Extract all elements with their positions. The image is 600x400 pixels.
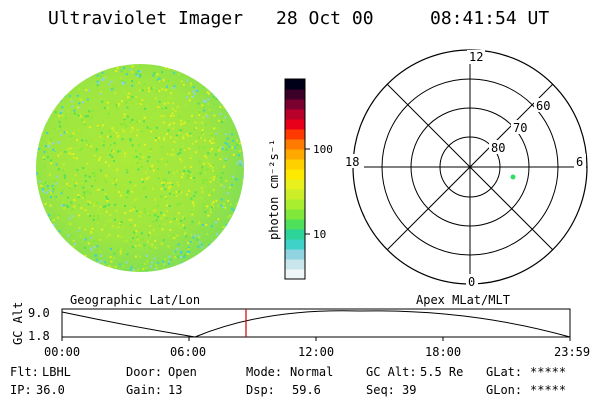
flt-label: Flt: [10,365,39,379]
colorbar-cells [285,79,305,280]
dsp-value: 59.6 [292,383,321,397]
ip-value: 36.0 [36,383,65,397]
colorbar-cell [285,259,305,270]
flt-value: LBHL [42,365,71,379]
date-label: 28 Oct 00 [276,8,374,29]
colorbar: 100 10 photon cm⁻²s⁻¹ [267,78,333,280]
altitude-y-top: 9.0 [28,306,50,320]
colorbar-tick-100: 100 [313,143,333,156]
polar-plot: 12 18 6 0 60 70 80 [344,49,588,289]
x-tick-2359: 23:59 [554,345,590,359]
colorbar-cell [285,149,305,160]
dsp-label: Dsp: [246,383,275,397]
colorbar-cell [285,139,305,150]
glat-label: GLat: [486,365,522,379]
colorbar-cell [285,229,305,240]
lat-label-80: 80 [491,141,505,155]
mode-label: Mode: [246,365,282,379]
lat-label-70: 70 [513,121,527,135]
colorbar-cell [285,119,305,130]
status-panel: Flt: LBHL IP: 36.0 Door: Open Gain: 13 M… [10,365,566,397]
glon-value: ***** [530,383,566,397]
lat-label-60: 60 [536,99,550,113]
x-tick-1800: 18:00 [425,345,461,359]
altitude-curve [61,310,571,338]
ip-label: IP: [10,383,32,397]
colorbar-cell [285,189,305,200]
x-tick-0000: 00:00 [44,345,80,359]
colorbar-cell [285,239,305,250]
gain-value: 13 [168,383,182,397]
glat-value: ***** [530,365,566,379]
colorbar-tick-10: 10 [313,228,326,241]
altitude-ylabel: GC Alt [11,302,25,345]
instrument-title: Ultraviolet Imager [48,8,243,29]
colorbar-cell [285,179,305,190]
door-value: Open [168,365,197,379]
colorbar-label: photon cm⁻²s⁻¹ [267,139,281,240]
altitude-y-bottom: 1.8 [28,329,50,343]
altitude-left-title: Geographic Lat/Lon [70,293,200,307]
colorbar-cell [285,169,305,180]
mlt-label-12: 12 [469,50,483,64]
seq-label: Seq: [366,383,395,397]
door-label: Door: [126,365,162,379]
gcalt-label: GC Alt: [366,365,417,379]
auroral-image [36,64,244,272]
spacecraft-point [510,174,516,180]
gcalt-value: 5.5 Re [420,365,463,379]
mlt-label-6: 6 [576,155,583,169]
colorbar-cell [285,199,305,210]
glon-label: GLon: [486,383,522,397]
x-tick-0600: 06:00 [170,345,206,359]
seq-value: 39 [402,383,416,397]
colorbar-cell [285,249,305,260]
colorbar-cell [285,219,305,230]
mlt-label-18: 18 [345,155,359,169]
mode-value: Normal [290,365,333,379]
colorbar-cell [285,159,305,170]
colorbar-cell [285,209,305,220]
colorbar-cell [285,99,305,110]
mlt-label-0: 0 [468,275,475,289]
time-label: 08:41:54 UT [430,8,549,29]
colorbar-cell [285,129,305,140]
altitude-plot: Geographic Lat/Lon Apex MLat/MLT GC Alt … [11,293,590,359]
colorbar-cell [285,109,305,120]
x-tick-1200: 12:00 [298,345,334,359]
colorbar-cell [285,269,305,280]
colorbar-cell [285,79,305,90]
altitude-right-title: Apex MLat/MLT [416,293,510,307]
gain-label: Gain: [126,383,162,397]
colorbar-cell [285,89,305,100]
